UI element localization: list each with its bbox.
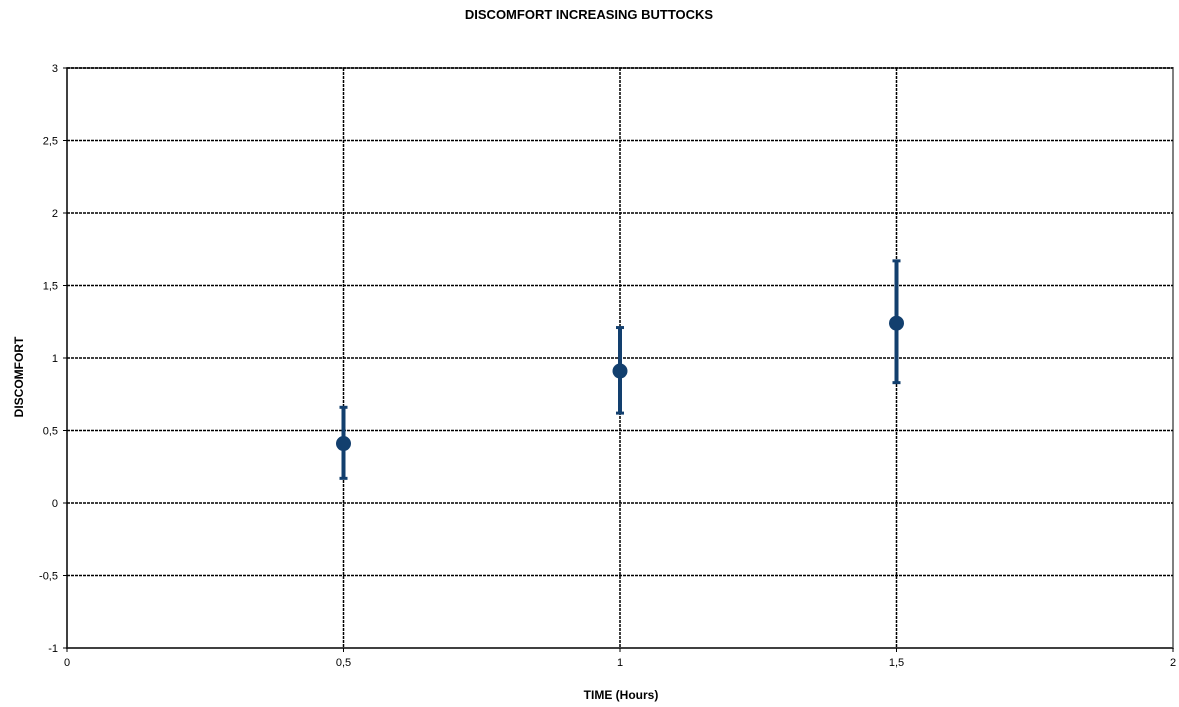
x-axis-label: TIME (Hours)	[584, 688, 659, 702]
data-marks	[336, 259, 904, 480]
y-tick-label: 0,5	[43, 426, 58, 438]
y-tick-label: 2	[52, 208, 58, 220]
y-tick-label: -1	[48, 643, 58, 655]
x-tick-label: 2	[1170, 657, 1176, 669]
x-tick-label: 1	[617, 657, 623, 669]
chart-title: DISCOMFORT INCREASING BUTTOCKS	[465, 7, 714, 22]
y-tick-label: -0,5	[39, 571, 58, 583]
data-point	[889, 315, 904, 331]
data-point	[612, 363, 628, 379]
y-tick-label: 3	[52, 63, 58, 75]
y-axis-label: DISCOMFORT	[12, 336, 26, 417]
y-tick-label: 1	[52, 353, 58, 365]
y-tick-label: 1,5	[43, 281, 58, 293]
plot-area	[66, 67, 1174, 649]
x-tick-label: 0	[64, 657, 70, 669]
y-tick-label: 0	[52, 498, 58, 510]
data-point	[336, 436, 351, 452]
y-tick-label: 2,5	[43, 136, 58, 148]
x-tick-label: 0,5	[336, 657, 351, 669]
y-axis-ticks: -1 -0,5 0 0,5 1 1,5 2 2,5 3	[39, 63, 67, 655]
x-axis-ticks: 0 0,5 1 1,5 2	[64, 648, 1176, 669]
x-tick-label: 1,5	[889, 657, 904, 669]
